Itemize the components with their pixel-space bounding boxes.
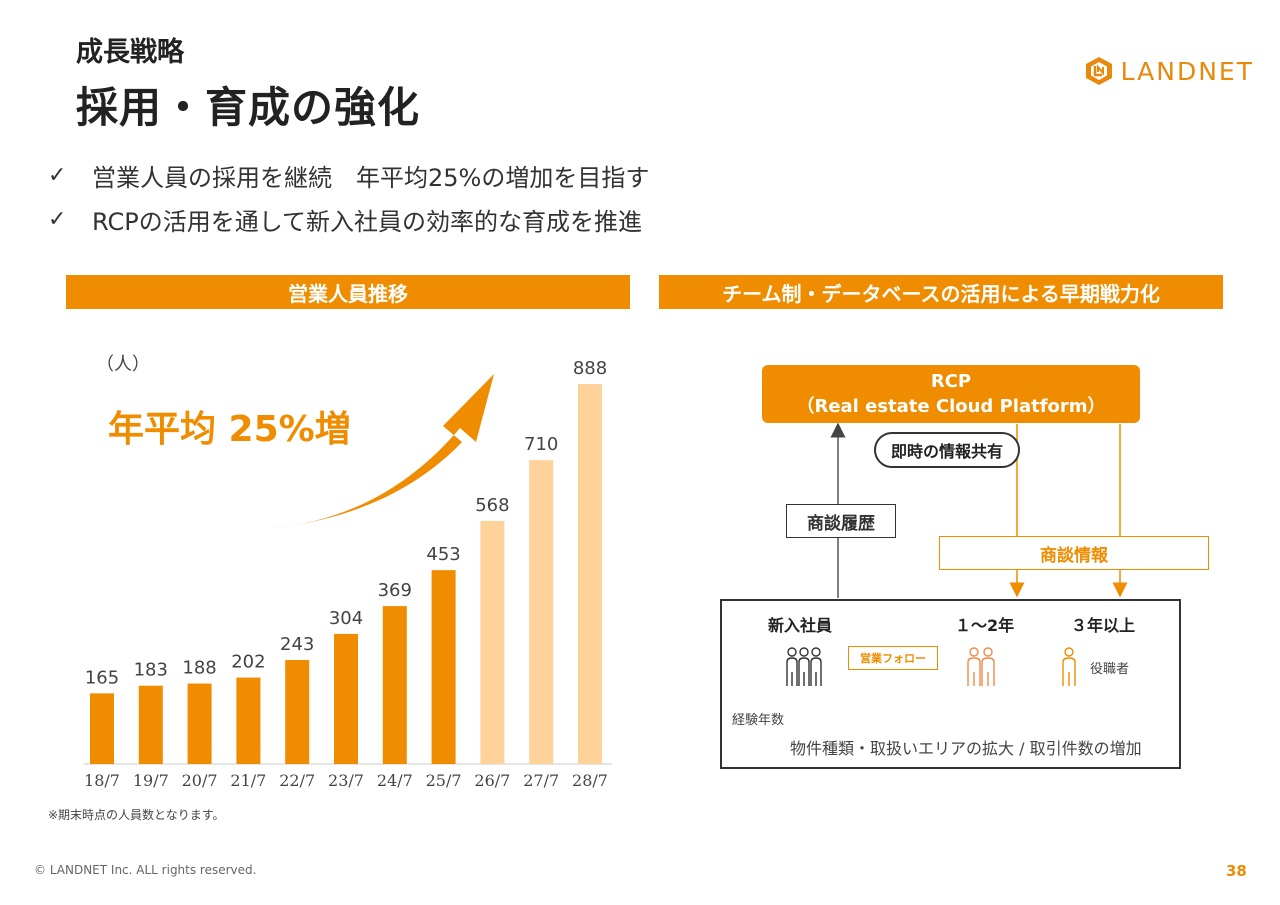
info-sharing-pill: 即時の情報共有 <box>874 432 1020 468</box>
x-tick-label: 22/7 <box>279 771 315 790</box>
negotiation-info-box: 商談情報 <box>939 536 1209 570</box>
bar-22/7 <box>285 660 310 764</box>
x-tick-label: 18/7 <box>84 771 120 790</box>
bar-23/7 <box>334 633 358 764</box>
bullet-text: RCPの活用を通して新入社員の効率的な育成を推進 <box>92 208 642 236</box>
check-icon: ✓ <box>48 207 67 232</box>
x-tick-label: 19/7 <box>133 771 169 790</box>
single-person-icon <box>1062 647 1076 686</box>
bar-value-label: 202 <box>231 652 265 673</box>
bullet-item: ✓ 営業人員の採用を継続 年平均25%の増加を目指す <box>48 158 649 193</box>
chart-unit-label: （人） <box>96 354 150 375</box>
bullet-item: ✓ RCPの活用を通して新入社員の効率的な育成を推進 <box>48 202 642 237</box>
column-3-years-plus: ３年以上 <box>1071 616 1136 635</box>
rcp-title: RCP <box>930 371 972 392</box>
x-tick-label: 20/7 <box>182 771 218 790</box>
sales-staff-bar-chart: 165 18/7 183 19/7 188 20/7 202 21/7 243 22/7 304 23… <box>84 358 612 790</box>
rcp-box: RCP （Real estate Cloud Platform） <box>762 365 1140 423</box>
bar-value-label: 710 <box>524 434 558 455</box>
rcp-subtitle: （Real estate Cloud Platform） <box>796 396 1106 417</box>
check-icon: ✓ <box>48 163 67 188</box>
logo-text: LANDNET <box>1120 56 1254 86</box>
bar-value-label: 188 <box>182 658 216 679</box>
bar-value-label: 568 <box>475 495 509 516</box>
bar-28/7 <box>578 384 602 764</box>
growth-rate-label: 年平均 25%増 <box>108 409 351 450</box>
bar-20/7 <box>187 683 212 764</box>
bar-group: 165 18/7 183 19/7 188 20/7 202 21/7 243 22/7 304 23… <box>84 358 608 790</box>
column-1-2-years: １～2年 <box>955 616 1015 635</box>
copyright: © LANDNET Inc. ALL rights reserved. <box>34 863 257 877</box>
bar-value-label: 304 <box>329 608 363 629</box>
bar-19/7 <box>138 685 163 764</box>
sales-follow-label: 営業フォロー <box>848 646 938 670</box>
x-tick-label: 24/7 <box>377 771 413 790</box>
bar-value-label: 888 <box>573 358 607 379</box>
bar-value-label: 183 <box>134 660 168 681</box>
x-tick-label: 26/7 <box>474 771 510 790</box>
page-number: 38 <box>1226 862 1247 880</box>
bar-18/7 <box>90 693 114 764</box>
experience-label: 経験年数 <box>732 713 785 728</box>
bar-24/7 <box>382 606 407 764</box>
pair-people-icon <box>967 647 995 686</box>
bar-value-label: 165 <box>85 667 119 688</box>
bar-26/7 <box>480 520 505 764</box>
group-people-icon <box>786 647 822 686</box>
growth-arrow-icon <box>273 374 494 528</box>
right-panel-heading: チーム制・データベースの活用による早期戦力化 <box>659 275 1223 309</box>
x-tick-label: 25/7 <box>426 771 462 790</box>
column-new-staff: 新入社員 <box>768 616 833 635</box>
bar-21/7 <box>236 677 261 764</box>
bar-25/7 <box>431 570 456 764</box>
bar-value-label: 453 <box>426 544 460 565</box>
expansion-label: 物件種類・取扱いエリアの拡大 / 取引件数の増加 <box>790 739 1142 758</box>
x-tick-label: 28/7 <box>572 771 608 790</box>
x-tick-label: 21/7 <box>230 771 266 790</box>
bar-value-label: 243 <box>280 634 314 655</box>
company-logo: LANDNET <box>1085 56 1254 86</box>
manager-label: 役職者 <box>1090 662 1130 677</box>
x-tick-label: 23/7 <box>328 771 364 790</box>
chart-footnote: ※期末時点の人員数となります。 <box>48 808 225 822</box>
x-tick-label: 27/7 <box>523 771 559 790</box>
page-title: 採用・育成の強化 <box>76 83 421 132</box>
left-panel-heading: 営業人員推移 <box>66 275 630 309</box>
history-box: 商談履歴 <box>786 504 896 538</box>
bar-27/7 <box>529 460 554 764</box>
landnet-logo-icon <box>1085 57 1112 85</box>
bullet-text: 営業人員の採用を継続 年平均25%の増加を目指す <box>92 164 650 192</box>
bar-value-label: 369 <box>378 580 412 601</box>
section-kicker: 成長戦略 <box>76 37 184 68</box>
